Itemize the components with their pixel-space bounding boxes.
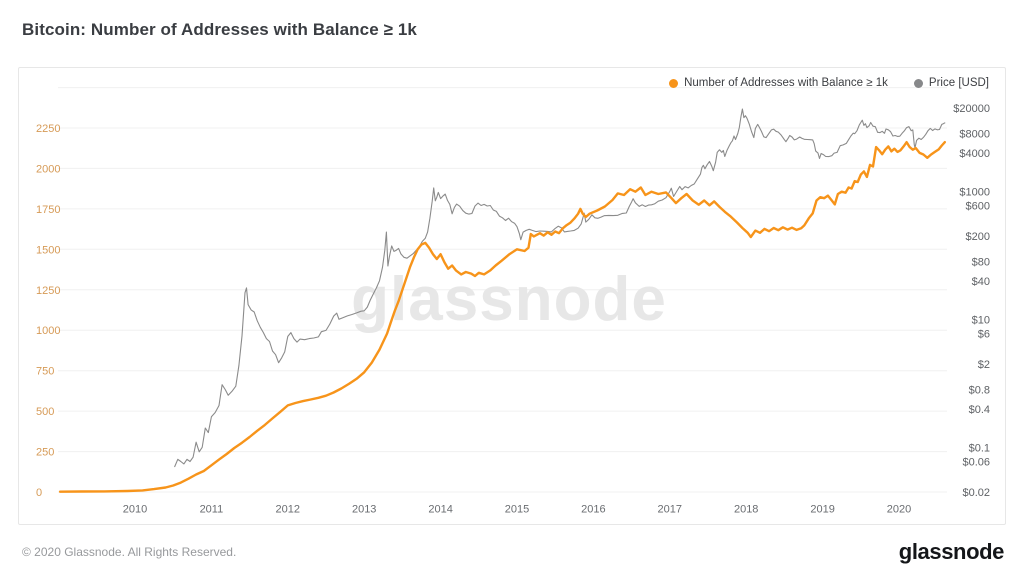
chart-legend: Number of Addresses with Balance ≥ 1k Pr… — [669, 77, 989, 89]
watermark-text: glassnode — [351, 265, 667, 334]
left-axis-tick: 250 — [36, 447, 54, 459]
x-axis-tick: 2016 — [581, 504, 605, 516]
x-axis-tick: 2010 — [123, 504, 147, 516]
chart-canvas[interactable]: glassnode 0 250 500 750 1000 1250 1500 1750 2000 2… — [19, 68, 1005, 524]
gridlines — [58, 87, 947, 493]
legend-item-addresses[interactable]: Number of Addresses with Balance ≥ 1k — [669, 77, 888, 89]
x-axis-tick: 2017 — [658, 504, 682, 516]
x-axis-tick: 2019 — [810, 504, 834, 516]
right-axis-tick: $0.4 — [969, 404, 990, 416]
right-axis-tick: $20000 — [953, 103, 990, 115]
right-axis-tick: $0.02 — [962, 487, 990, 499]
addresses-line — [58, 140, 946, 493]
right-axis-tick: $200 — [966, 231, 990, 243]
right-axis-tick: $1000 — [959, 186, 990, 198]
x-axis-tick: 2012 — [276, 504, 300, 516]
left-axis-tick: 1750 — [36, 204, 60, 216]
right-axis-tick: $6 — [978, 328, 990, 340]
right-axis-tick: $8000 — [959, 129, 990, 141]
glassnode-logo: glassnode — [898, 539, 1005, 564]
left-axis-tick: 2000 — [36, 163, 60, 175]
right-axis-labels: $20000 $8000 $4000 $1000 $600 $200 $80 $40 $10 $6… — [953, 103, 990, 499]
page-title: Bitcoin: Number of Addresses with Balanc… — [22, 20, 417, 39]
x-axis-tick: 2020 — [887, 504, 911, 516]
left-axis-tick: 0 — [36, 487, 42, 499]
right-axis-tick: $0.1 — [969, 442, 990, 454]
right-axis-tick: $4000 — [959, 148, 990, 160]
chart-card: Number of Addresses with Balance ≥ 1k Pr… — [18, 67, 1006, 525]
left-axis-tick: 1250 — [36, 285, 60, 297]
x-axis-tick: 2011 — [200, 504, 224, 516]
legend-item-price[interactable]: Price [USD] — [913, 77, 989, 89]
x-axis-tick: 2014 — [428, 504, 452, 516]
left-axis-labels: 0 250 500 750 1000 1250 1500 1750 2000 2250 — [36, 123, 60, 499]
right-axis-tick: $10 — [972, 314, 990, 326]
price-line — [174, 108, 946, 468]
right-axis-tick: $0.8 — [969, 385, 990, 397]
right-axis-tick: $40 — [972, 276, 990, 288]
legend-label-addresses: Number of Addresses with Balance ≥ 1k — [684, 77, 888, 89]
left-axis-tick: 500 — [36, 406, 54, 418]
legend-dot-price-icon — [913, 78, 923, 88]
right-axis-tick: $2 — [978, 359, 990, 371]
x-axis-tick: 2015 — [505, 504, 529, 516]
right-axis-tick: $0.06 — [962, 456, 990, 468]
right-axis-tick: $600 — [966, 200, 990, 212]
right-axis-tick: $80 — [972, 257, 990, 269]
left-axis-tick: 2250 — [36, 123, 60, 135]
legend-dot-addresses-icon — [669, 78, 679, 88]
left-axis-tick: 1500 — [36, 244, 60, 256]
left-axis-tick: 1000 — [36, 325, 60, 337]
x-axis-tick: 2013 — [352, 504, 376, 516]
legend-label-price: Price [USD] — [928, 77, 989, 89]
footer: © 2020 Glassnode. All Rights Reserved. g… — [0, 534, 1024, 570]
left-axis-tick: 750 — [36, 366, 54, 378]
x-axis-tick: 2018 — [734, 504, 758, 516]
x-axis-labels: 2010 2011 2012 2013 2014 2015 2016 2017 2018 2019… — [123, 504, 911, 516]
copyright-text: © 2020 Glassnode. All Rights Reserved. — [22, 545, 237, 559]
